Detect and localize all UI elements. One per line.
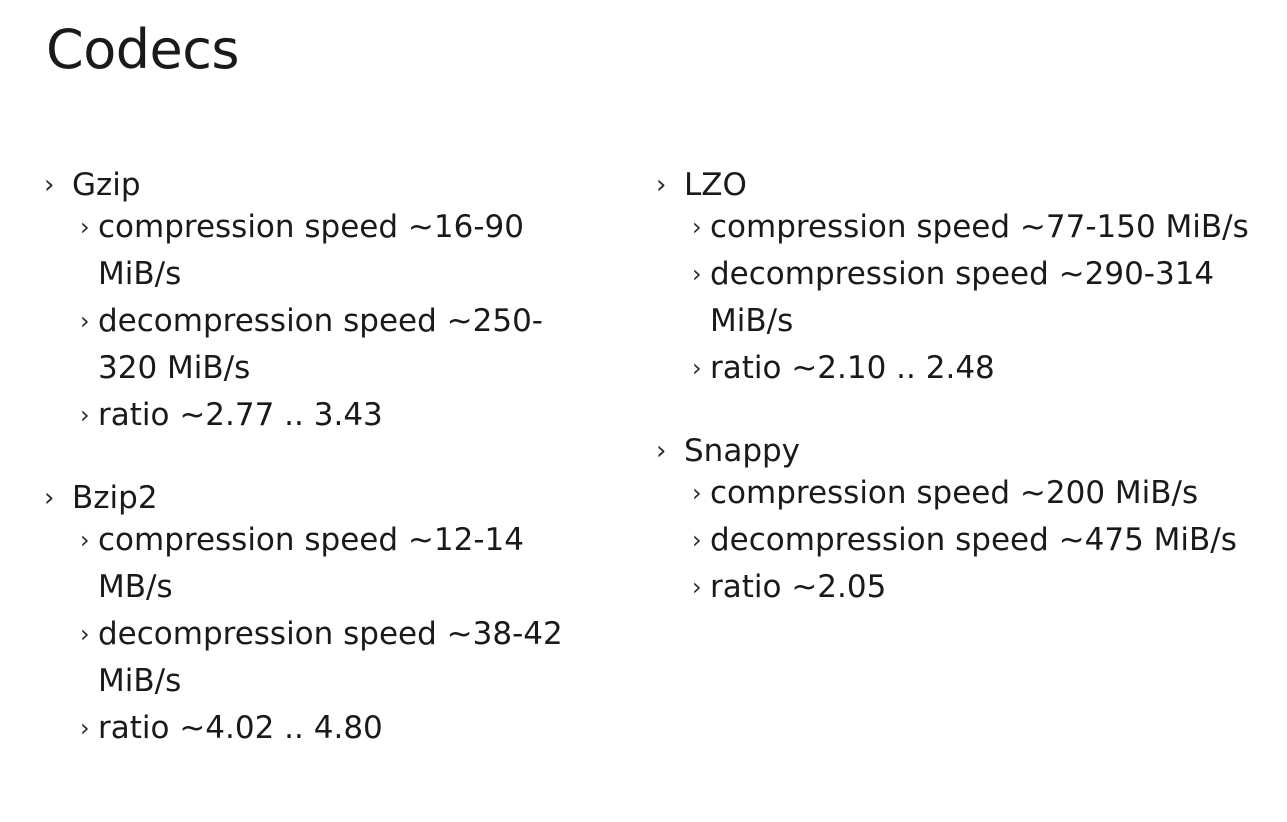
codec-lzo: › LZO › compression speed ~77-150 MiB/s …	[656, 166, 1286, 392]
property-text: compression speed ~16-90 MiB/s	[98, 209, 524, 292]
codec-property: › compression speed ~12-14 MB/s	[44, 517, 614, 611]
chevron-right-icon: ›	[80, 620, 90, 648]
chevron-right-icon: ›	[692, 354, 702, 382]
chevron-right-icon: ›	[692, 260, 702, 288]
property-text: decompression speed ~38-42 MiB/s	[98, 616, 563, 699]
codec-heading: › LZO	[656, 166, 1286, 204]
codec-property: › ratio ~2.05	[656, 564, 1286, 611]
codec-heading: › Bzip2	[44, 479, 614, 517]
chevron-right-icon: ›	[656, 170, 667, 200]
chevron-right-icon: ›	[656, 436, 667, 466]
slide-title: Codecs	[46, 18, 240, 81]
property-text: ratio ~2.05	[710, 569, 887, 605]
chevron-right-icon: ›	[692, 573, 702, 601]
chevron-right-icon: ›	[692, 213, 702, 241]
codec-property: › ratio ~4.02 .. 4.80	[44, 705, 614, 752]
codec-column-right: › LZO › compression speed ~77-150 MiB/s …	[656, 166, 1286, 651]
property-text: decompression speed ~290-314 MiB/s	[710, 256, 1215, 339]
property-text: ratio ~2.10 .. 2.48	[710, 350, 995, 386]
chevron-right-icon: ›	[44, 483, 55, 513]
codec-properties: › compression speed ~16-90 MiB/s › decom…	[44, 204, 614, 439]
codec-name: Gzip	[72, 167, 141, 203]
codec-properties: › compression speed ~200 MiB/s › decompr…	[656, 470, 1286, 611]
codec-bzip2: › Bzip2 › compression speed ~12-14 MB/s …	[44, 479, 614, 752]
codec-property: › ratio ~2.77 .. 3.43	[44, 392, 614, 439]
property-text: compression speed ~200 MiB/s	[710, 475, 1199, 511]
chevron-right-icon: ›	[44, 170, 55, 200]
codec-property: › compression speed ~200 MiB/s	[656, 470, 1286, 517]
codec-snappy: › Snappy › compression speed ~200 MiB/s …	[656, 432, 1286, 611]
chevron-right-icon: ›	[80, 213, 90, 241]
codec-property: › decompression speed ~290-314 MiB/s	[656, 251, 1286, 345]
codec-property: › decompression speed ~38-42 MiB/s	[44, 611, 614, 705]
property-text: decompression speed ~475 MiB/s	[710, 522, 1237, 558]
property-text: compression speed ~77-150 MiB/s	[710, 209, 1249, 245]
chevron-right-icon: ›	[692, 479, 702, 507]
codec-column-left: › Gzip › compression speed ~16-90 MiB/s …	[44, 166, 614, 792]
codec-gzip: › Gzip › compression speed ~16-90 MiB/s …	[44, 166, 614, 439]
codec-name: Bzip2	[72, 480, 158, 516]
property-text: decompression speed ~250-320 MiB/s	[98, 303, 543, 386]
chevron-right-icon: ›	[80, 714, 90, 742]
codec-heading: › Gzip	[44, 166, 614, 204]
codec-heading: › Snappy	[656, 432, 1286, 470]
property-text: ratio ~2.77 .. 3.43	[98, 397, 383, 433]
property-text: ratio ~4.02 .. 4.80	[98, 710, 383, 746]
codec-properties: › compression speed ~77-150 MiB/s › deco…	[656, 204, 1286, 392]
chevron-right-icon: ›	[80, 307, 90, 335]
codec-property: › compression speed ~16-90 MiB/s	[44, 204, 614, 298]
codec-name: Snappy	[684, 433, 801, 469]
codec-name: LZO	[684, 167, 747, 203]
codec-property: › compression speed ~77-150 MiB/s	[656, 204, 1286, 251]
property-text: compression speed ~12-14 MB/s	[98, 522, 524, 605]
chevron-right-icon: ›	[80, 526, 90, 554]
chevron-right-icon: ›	[692, 526, 702, 554]
codec-property: › decompression speed ~475 MiB/s	[656, 517, 1286, 564]
codec-property: › decompression speed ~250-320 MiB/s	[44, 298, 614, 392]
codec-properties: › compression speed ~12-14 MB/s › decomp…	[44, 517, 614, 752]
chevron-right-icon: ›	[80, 401, 90, 429]
codec-property: › ratio ~2.10 .. 2.48	[656, 345, 1286, 392]
